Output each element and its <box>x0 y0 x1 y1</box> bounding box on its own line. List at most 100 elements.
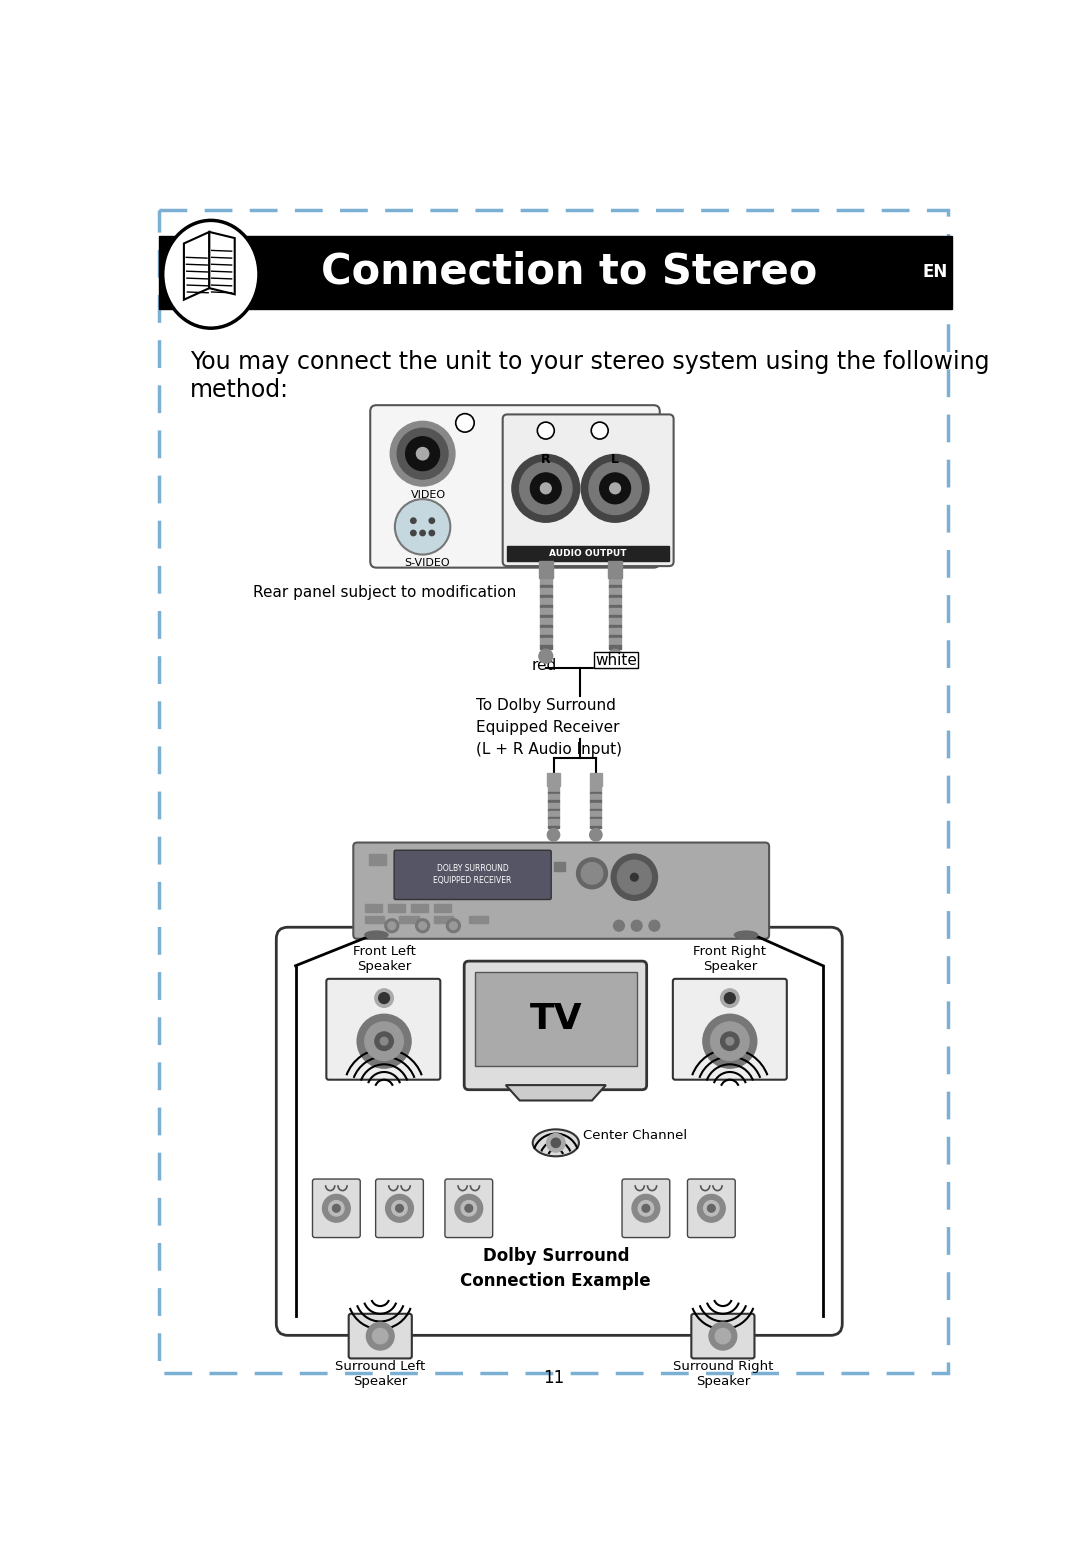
Circle shape <box>539 649 553 663</box>
Bar <box>591 809 602 812</box>
Bar <box>434 915 454 923</box>
Text: L: L <box>611 453 619 465</box>
Circle shape <box>384 918 399 932</box>
Bar <box>388 904 405 912</box>
Circle shape <box>461 1200 476 1216</box>
Bar <box>400 915 419 923</box>
Bar <box>159 235 918 309</box>
Bar <box>609 638 621 646</box>
Bar <box>609 635 621 638</box>
Bar <box>540 616 552 619</box>
Polygon shape <box>505 1084 606 1100</box>
Ellipse shape <box>163 221 259 328</box>
Circle shape <box>720 1033 739 1050</box>
Circle shape <box>410 530 416 536</box>
Circle shape <box>613 920 624 931</box>
Circle shape <box>538 422 554 439</box>
Bar <box>540 625 552 628</box>
Circle shape <box>551 1138 561 1147</box>
Bar <box>540 608 552 616</box>
Circle shape <box>591 422 608 439</box>
FancyBboxPatch shape <box>353 843 769 939</box>
Bar <box>540 595 552 599</box>
Circle shape <box>649 920 660 931</box>
Bar <box>591 802 602 809</box>
Circle shape <box>581 862 603 884</box>
Circle shape <box>410 519 416 523</box>
Circle shape <box>366 1323 394 1349</box>
Circle shape <box>429 530 434 536</box>
Circle shape <box>618 860 651 895</box>
FancyBboxPatch shape <box>502 414 674 566</box>
Text: AUDIO OUTPUT: AUDIO OUTPUT <box>550 550 626 558</box>
Text: Connection to Stereo: Connection to Stereo <box>321 251 818 293</box>
Circle shape <box>589 462 642 514</box>
Bar <box>609 605 621 608</box>
Text: TV: TV <box>529 1001 582 1036</box>
Bar <box>609 625 621 628</box>
Circle shape <box>707 1205 715 1213</box>
Bar <box>609 616 621 619</box>
Bar <box>591 826 602 827</box>
Polygon shape <box>475 972 636 1066</box>
Circle shape <box>375 1033 393 1050</box>
Bar <box>540 586 552 589</box>
Circle shape <box>455 1194 483 1222</box>
Circle shape <box>642 1205 650 1213</box>
Circle shape <box>698 1194 725 1222</box>
Circle shape <box>420 530 426 536</box>
Bar <box>549 812 558 816</box>
Text: Center Channel: Center Channel <box>583 1128 687 1142</box>
Circle shape <box>373 1329 388 1344</box>
Circle shape <box>581 454 649 522</box>
Circle shape <box>546 1133 565 1152</box>
Circle shape <box>725 992 735 1003</box>
Circle shape <box>416 918 430 932</box>
Circle shape <box>365 1022 403 1061</box>
Bar <box>540 646 552 649</box>
Circle shape <box>357 1014 411 1069</box>
Circle shape <box>456 414 474 432</box>
Ellipse shape <box>365 931 388 939</box>
Circle shape <box>632 1194 660 1222</box>
Bar <box>540 619 552 625</box>
FancyBboxPatch shape <box>312 1178 361 1238</box>
FancyBboxPatch shape <box>370 406 660 567</box>
Circle shape <box>392 1200 407 1216</box>
Text: Surround Right
Speaker: Surround Right Speaker <box>673 1360 773 1388</box>
Circle shape <box>632 920 642 931</box>
Circle shape <box>388 921 395 929</box>
Circle shape <box>610 483 621 494</box>
Circle shape <box>395 1205 403 1213</box>
Bar <box>609 599 621 605</box>
Circle shape <box>599 473 631 503</box>
Bar <box>591 791 602 794</box>
Bar <box>365 904 382 912</box>
Text: S-VIDEO: S-VIDEO <box>404 558 450 567</box>
Bar <box>411 904 428 912</box>
Bar <box>540 599 552 605</box>
Circle shape <box>711 1022 750 1061</box>
Circle shape <box>333 1205 340 1213</box>
FancyBboxPatch shape <box>349 1313 411 1359</box>
Circle shape <box>375 989 393 1008</box>
Circle shape <box>519 462 572 514</box>
Bar <box>540 635 552 638</box>
Bar <box>549 801 558 802</box>
Bar <box>918 235 953 309</box>
Bar <box>365 915 384 923</box>
Bar <box>540 578 552 586</box>
Text: Surround Left
Speaker: Surround Left Speaker <box>335 1360 426 1388</box>
Text: You may connect the unit to your stereo system using the following
method:: You may connect the unit to your stereo … <box>190 349 989 401</box>
Bar <box>608 561 622 578</box>
Bar <box>540 605 552 608</box>
Bar <box>548 773 559 785</box>
Bar <box>540 589 552 595</box>
Bar <box>609 578 621 586</box>
FancyBboxPatch shape <box>691 1313 755 1359</box>
Bar <box>590 773 602 785</box>
Bar <box>549 794 558 801</box>
Circle shape <box>390 422 455 486</box>
Text: VIDEO: VIDEO <box>411 490 446 500</box>
Circle shape <box>704 1200 719 1216</box>
